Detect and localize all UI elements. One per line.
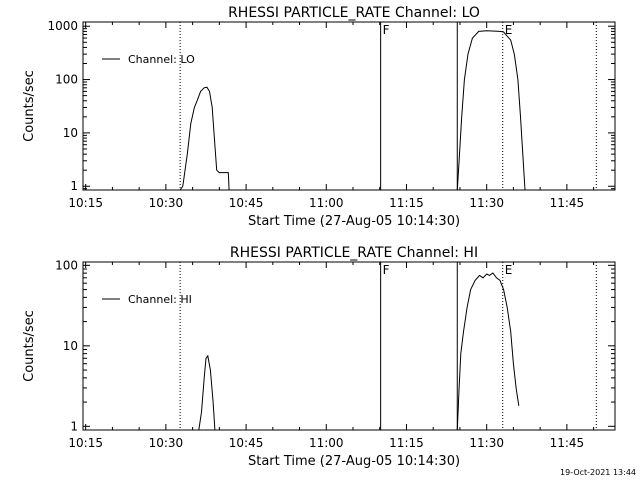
- chart1-x-tick-label: 11:00: [309, 196, 344, 210]
- chart1-x-tick-label: 10:45: [229, 196, 264, 210]
- chart1-title: RHESSI PARTICLE_RATE Channel: LO: [228, 5, 480, 21]
- chart1-legend-label: Channel: LO: [128, 53, 195, 66]
- chart1-y-axis-label: Counts/sec: [22, 70, 37, 142]
- chart1-x-tick-label: 11:45: [550, 196, 585, 210]
- chart1-y-tick-label: 1000: [47, 19, 78, 33]
- chart2-series-line: [198, 354, 216, 431]
- chart2-x-tick-label: 11:30: [469, 436, 504, 450]
- chart1-plot-frame: [82, 21, 616, 191]
- chart2-series-line: [456, 272, 520, 431]
- chart1-time-marker-label: F: [383, 23, 390, 37]
- chart2-y-axis-label: Counts/sec: [22, 310, 37, 382]
- chart1-x-tick-label: 11:15: [389, 196, 424, 210]
- chart1-x-tick-label: 11:30: [469, 196, 504, 210]
- chart1-y-tick-label: 100: [55, 73, 78, 87]
- chart1-time-marker-label: E: [505, 23, 513, 37]
- chart1-x-tick-label: 10:15: [68, 196, 103, 210]
- chart2-legend-label: Channel: HI: [128, 293, 192, 306]
- chart1-y-tick-label: 1: [70, 179, 78, 193]
- chart2-time-marker-label: E: [505, 263, 513, 277]
- chart2-x-tick-label: 10:30: [149, 436, 184, 450]
- chart2-x-axis-label: Start Time (27-Aug-05 10:14:30): [248, 454, 460, 469]
- chart1-x-axis-label: Start Time (27-Aug-05 10:14:30): [248, 214, 460, 229]
- chart2-y-tick-label: 10: [63, 339, 78, 353]
- chart2-time-marker-label: F: [383, 263, 390, 277]
- chart2-x-tick-label: 11:45: [550, 436, 585, 450]
- chart1-x-tick-label: 10:30: [149, 196, 184, 210]
- chart1-series-line: [179, 86, 230, 191]
- chart2-plot-frame: [82, 261, 616, 431]
- chart1-series-line: [456, 30, 526, 191]
- footer-timestamp: 19-Oct-2021 13:44: [560, 468, 636, 477]
- chart2-title: RHESSI PARTICLE_RATE Channel: HI: [230, 245, 478, 261]
- chart2-x-tick-label: 11:15: [389, 436, 424, 450]
- chart2-x-tick-label: 10:15: [68, 436, 103, 450]
- chart2-x-tick-label: 10:45: [229, 436, 264, 450]
- chart2-y-tick-label: 100: [55, 258, 78, 272]
- chart2-x-tick-label: 11:00: [309, 436, 344, 450]
- chart1-y-tick-label: 10: [63, 126, 78, 140]
- chart2-y-tick-label: 1: [70, 419, 78, 433]
